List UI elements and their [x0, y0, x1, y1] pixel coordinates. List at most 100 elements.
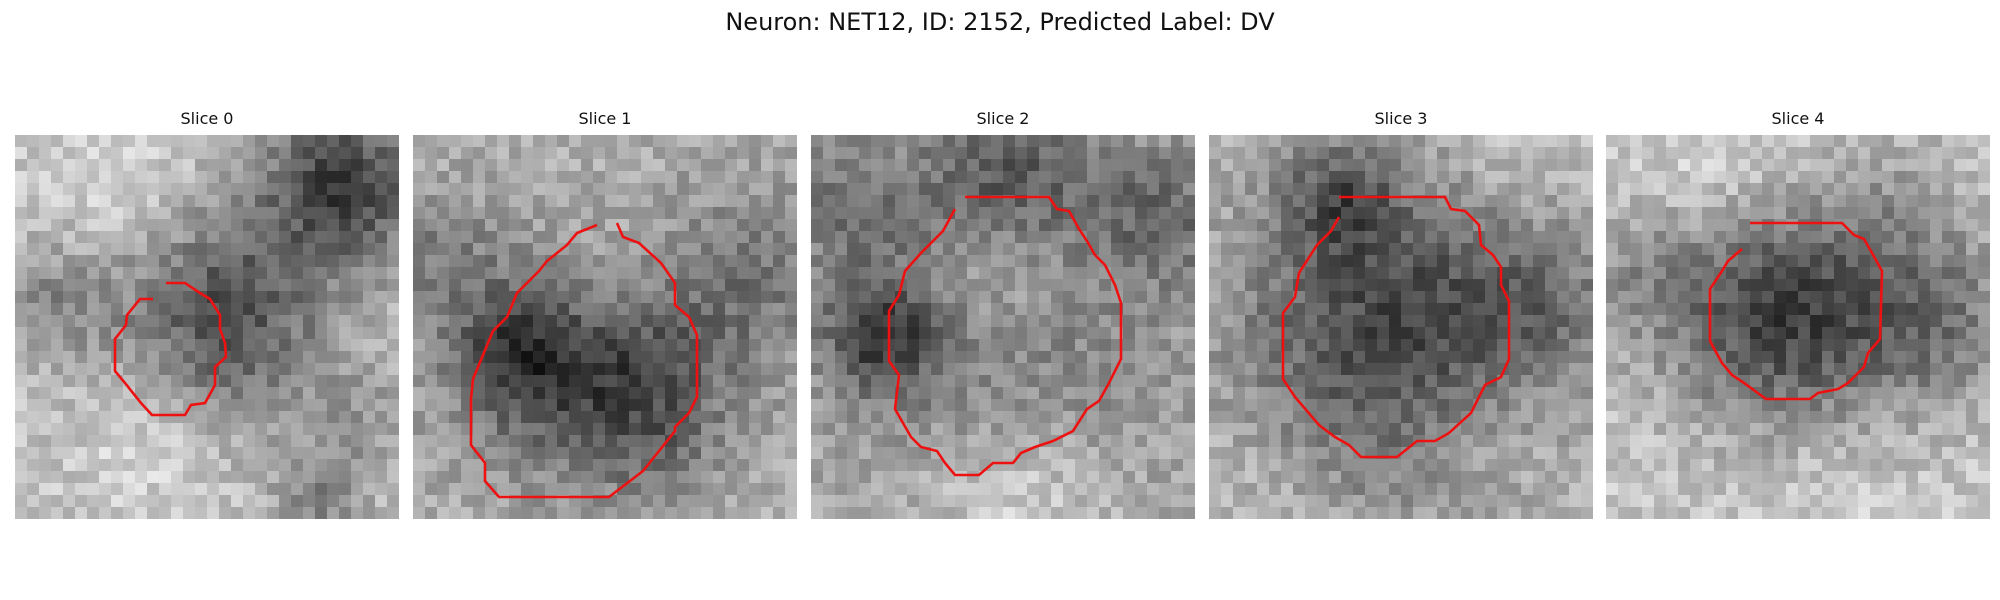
pixel [279, 291, 292, 304]
pixel [677, 135, 690, 148]
pixel [1123, 327, 1136, 340]
pixel [1353, 471, 1366, 484]
pixel [1221, 435, 1234, 448]
pixel [713, 255, 726, 268]
pixel [1293, 483, 1306, 496]
pixel [1581, 399, 1593, 412]
pixel [461, 219, 474, 232]
pixel [859, 267, 872, 280]
pixel [461, 351, 474, 364]
pixel [1942, 327, 1955, 340]
pixel [1147, 507, 1160, 519]
pixel [267, 267, 280, 280]
pixel [1003, 135, 1016, 148]
pixel [835, 159, 848, 172]
pixel [51, 159, 64, 172]
pixel [1015, 279, 1028, 292]
pixel [943, 183, 956, 196]
pixel [701, 339, 714, 352]
pixel [267, 135, 280, 148]
pixel [1377, 387, 1390, 400]
pixel [725, 279, 738, 292]
pixel [1606, 459, 1619, 472]
pixel [1293, 399, 1306, 412]
pixel [1051, 447, 1064, 460]
pixel [737, 387, 750, 400]
pixel [327, 171, 340, 184]
pixel [1111, 483, 1124, 496]
pixel [425, 279, 438, 292]
pixel [773, 507, 786, 519]
pixel [1690, 255, 1703, 268]
pixel [871, 315, 884, 328]
pixel [835, 351, 848, 364]
pixel [75, 315, 88, 328]
pixel [437, 183, 450, 196]
pixel [255, 195, 268, 208]
pixel [569, 183, 582, 196]
pixel [231, 207, 244, 220]
pixel [1714, 435, 1727, 448]
pixel [1221, 303, 1234, 316]
pixel [339, 327, 352, 340]
pixel [605, 435, 618, 448]
pixel [509, 279, 522, 292]
pixel [1569, 303, 1582, 316]
pixel [111, 351, 124, 364]
pixel [847, 219, 860, 232]
pixel [509, 243, 522, 256]
pixel [629, 507, 642, 519]
pixel [99, 471, 112, 484]
pixel [1882, 195, 1895, 208]
pixel [1485, 195, 1498, 208]
pixel [617, 447, 630, 460]
pixel [207, 231, 220, 244]
pixel [1642, 279, 1655, 292]
pixel [725, 315, 738, 328]
pixel [521, 339, 534, 352]
pixel [955, 171, 968, 184]
pixel [931, 147, 944, 160]
pixel [931, 315, 944, 328]
pixel [1209, 135, 1222, 148]
pixel [1618, 207, 1631, 220]
pixel [1039, 303, 1052, 316]
pixel [895, 483, 908, 496]
pixel [437, 195, 450, 208]
pixel [387, 267, 399, 280]
pixel [1257, 195, 1270, 208]
pixel [1846, 435, 1859, 448]
pixel [823, 327, 836, 340]
pixel [111, 387, 124, 400]
pixel [629, 339, 642, 352]
pixel [1714, 171, 1727, 184]
pixel [1678, 339, 1691, 352]
pixel [1159, 483, 1172, 496]
pixel [749, 255, 762, 268]
pixel [123, 255, 136, 268]
pixel [291, 147, 304, 160]
pixel [1798, 195, 1811, 208]
pixel [1293, 411, 1306, 424]
pixel [327, 135, 340, 148]
pixel [1233, 399, 1246, 412]
pixel [1738, 255, 1751, 268]
pixel [919, 183, 932, 196]
pixel [895, 243, 908, 256]
pixel [1401, 159, 1414, 172]
pixel [1281, 195, 1294, 208]
pixel [39, 255, 52, 268]
pixel [629, 447, 642, 460]
pixel [1245, 183, 1258, 196]
pixel [1822, 243, 1835, 256]
pixel [1798, 135, 1811, 148]
pixel [449, 435, 462, 448]
pixel [1099, 243, 1112, 256]
pixel [859, 399, 872, 412]
pixel [99, 339, 112, 352]
pixel [509, 387, 522, 400]
pixel [1581, 483, 1593, 496]
pixel [1810, 327, 1823, 340]
pixel [39, 363, 52, 376]
pixel [773, 495, 786, 508]
